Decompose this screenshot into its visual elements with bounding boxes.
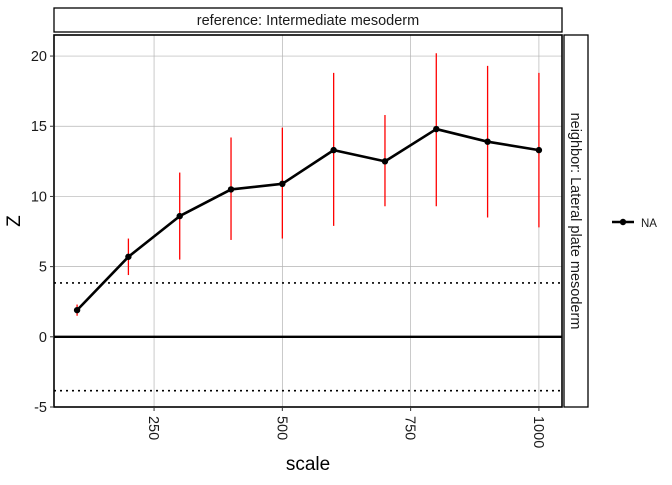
x-tick-label: 500 (273, 416, 289, 440)
facet-label-right: neighbor: Lateral plate mesoderm (567, 113, 583, 330)
data-point (125, 253, 132, 260)
legend-entry-label: NA (641, 218, 657, 230)
data-point (176, 212, 183, 220)
panel-frame (53, 34, 563, 408)
legend: NA (612, 218, 657, 230)
data-point (484, 138, 491, 145)
facet-strip-top (53, 7, 563, 33)
series-line (76, 127, 540, 312)
data-point (330, 146, 337, 154)
data-point (227, 186, 235, 193)
data-point (433, 125, 440, 133)
y-tick-label: 20 (31, 49, 47, 65)
facet-label-top: reference: Intermediate mesoderm (197, 13, 419, 29)
reference-lines (54, 282, 562, 392)
series-group (73, 125, 543, 314)
y-tick-label: -5 (34, 400, 47, 416)
data-point (535, 146, 543, 154)
x-tick-label: 750 (402, 416, 418, 440)
y-tick-label: 15 (31, 119, 47, 135)
facet-strip-right (563, 34, 589, 408)
y-tick-label: 10 (31, 189, 47, 205)
x-tick-label: 1000 (530, 416, 546, 448)
y-tick-label: 0 (39, 330, 47, 346)
data-point (279, 180, 286, 187)
data-point (381, 158, 389, 165)
grid-lines (54, 35, 562, 408)
y-tick-label: 5 (39, 260, 47, 276)
axes: -5 0 5 10 15 20 250 500 750 1000 scale Z (4, 49, 546, 475)
legend-point-key (619, 218, 627, 226)
error-bars (76, 53, 540, 316)
y-axis-title: Z (4, 215, 25, 227)
x-axis-title: scale (286, 454, 330, 475)
facet-strips: reference: Intermediate mesoderm neighbor… (53, 7, 589, 408)
data-point (73, 306, 81, 314)
x-tick-label: 250 (145, 416, 161, 440)
panel-border (53, 34, 563, 408)
